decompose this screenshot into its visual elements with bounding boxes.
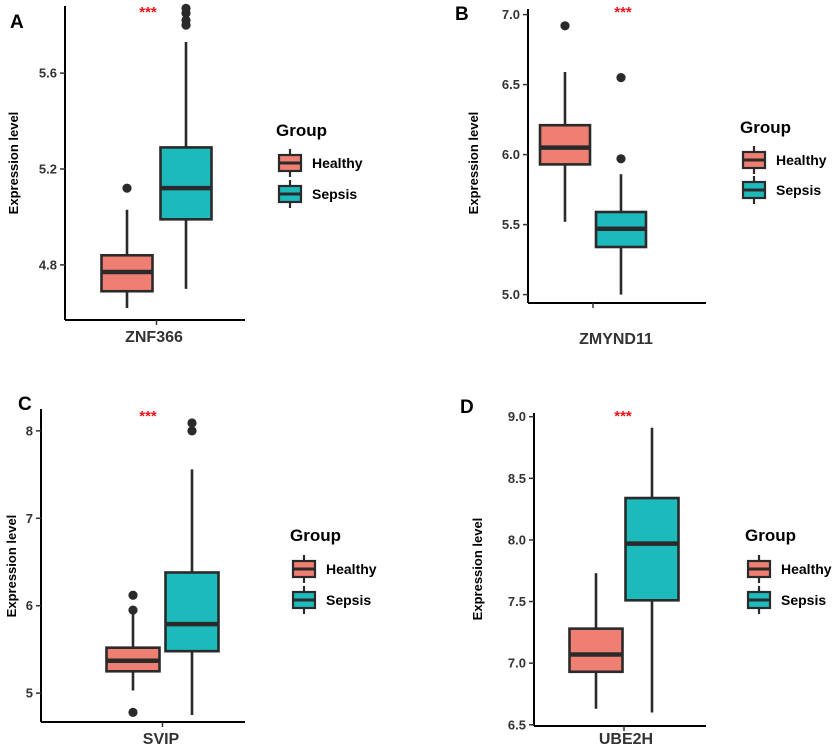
- y-tick-label: 7.5: [508, 594, 526, 609]
- box-healthy: [100, 183, 154, 309]
- legend-label-healthy: Healthy: [776, 152, 827, 168]
- y-tick-label: 8: [26, 423, 33, 438]
- y-tick-label: 6.0: [502, 147, 520, 162]
- y-axis-label: Expression level: [466, 112, 481, 215]
- outlier-point: [560, 21, 570, 31]
- x-tick-label: UBE2H: [599, 731, 653, 748]
- legend-label-healthy: Healthy: [781, 561, 832, 577]
- box-body: [159, 146, 213, 221]
- outlier-point: [187, 426, 197, 436]
- y-axis-label: Expression level: [470, 518, 485, 621]
- significance-label: ***: [139, 408, 157, 425]
- box-sepsis: [159, 3, 213, 289]
- box-sepsis: [624, 427, 680, 713]
- outlier-point: [616, 154, 626, 164]
- box-healthy: [568, 573, 624, 709]
- y-tick-label: 9.0: [508, 409, 526, 424]
- outlier-point: [616, 73, 626, 83]
- outlier-point: [128, 605, 138, 615]
- x-tick-label: ZNF366: [125, 329, 183, 346]
- y-axis-label: Expression level: [6, 112, 21, 215]
- y-tick-label: 5.6: [39, 66, 57, 81]
- panel-letter: C: [18, 394, 32, 415]
- panel-b: B *** 5.0 5.5 6.0 6.5 7.0 Expression level ZMYND…: [455, 4, 827, 348]
- box-body: [164, 571, 220, 653]
- panel-letter: B: [455, 4, 469, 25]
- legend-label-healthy: Healthy: [326, 561, 377, 577]
- outlier-point: [122, 183, 132, 193]
- box-body: [568, 627, 624, 674]
- y-tick-label: 6.5: [508, 717, 526, 732]
- y-tick-label: 5.2: [39, 161, 57, 176]
- legend-title: Group: [740, 118, 791, 137]
- box-healthy: [538, 21, 592, 222]
- legend-label-healthy: Healthy: [312, 155, 363, 171]
- panel-a: A *** 4.8 5.2 5.6 Expression level ZNF366 Group…: [6, 3, 363, 346]
- y-tick-label: 5.0: [502, 287, 520, 302]
- y-tick-label: 5.5: [502, 217, 520, 232]
- legend-label-sepsis: Sepsis: [781, 592, 826, 608]
- box-sepsis: [164, 418, 220, 716]
- outlier-point: [181, 15, 191, 25]
- x-tick-label: ZMYND11: [579, 331, 653, 348]
- legend-title: Group: [276, 121, 327, 140]
- legend: Group Healthy Sepsis: [745, 526, 832, 614]
- y-tick-label: 4.8: [39, 257, 57, 272]
- legend-title: Group: [290, 526, 341, 545]
- legend: Group Healthy Sepsis: [290, 526, 377, 614]
- significance-label: ***: [614, 4, 632, 21]
- legend-label-sepsis: Sepsis: [326, 592, 371, 608]
- panel-d: D *** 6.5 7.0 7.5 8.0 8.5 9.0 Expression level UB…: [460, 397, 832, 748]
- x-tick-label: SVIP: [143, 731, 180, 748]
- box-body: [538, 123, 592, 166]
- y-tick-label: 8.0: [508, 532, 526, 547]
- y-tick-label: 5: [26, 686, 33, 701]
- y-tick-label: 7.0: [508, 656, 526, 671]
- significance-label: ***: [614, 408, 632, 425]
- panel-letter: A: [10, 12, 24, 33]
- outlier-point: [128, 590, 138, 600]
- legend-label-sepsis: Sepsis: [776, 182, 821, 198]
- legend: Group Healthy Sepsis: [276, 121, 363, 208]
- legend-label-sepsis: Sepsis: [312, 186, 357, 202]
- y-tick-label: 7.0: [502, 7, 520, 22]
- panel-c: C *** 5 6 7 8 Expression level SVIP Group Healthy…: [4, 394, 377, 748]
- legend-title: Group: [745, 526, 796, 545]
- y-tick-label: 6: [26, 598, 33, 613]
- outlier-point: [128, 707, 138, 717]
- panel-letter: D: [460, 397, 474, 418]
- box-healthy: [105, 590, 161, 717]
- significance-label: ***: [139, 4, 157, 21]
- y-tick-label: 6.5: [502, 77, 520, 92]
- box-sepsis: [594, 73, 648, 295]
- outlier-point: [181, 3, 191, 13]
- box-body: [624, 496, 680, 602]
- outlier-point: [187, 418, 197, 428]
- y-tick-label: 8.5: [508, 471, 526, 486]
- y-axis-label: Expression level: [4, 515, 19, 618]
- y-tick-label: 7: [26, 511, 33, 526]
- legend: Group Healthy Sepsis: [740, 118, 827, 204]
